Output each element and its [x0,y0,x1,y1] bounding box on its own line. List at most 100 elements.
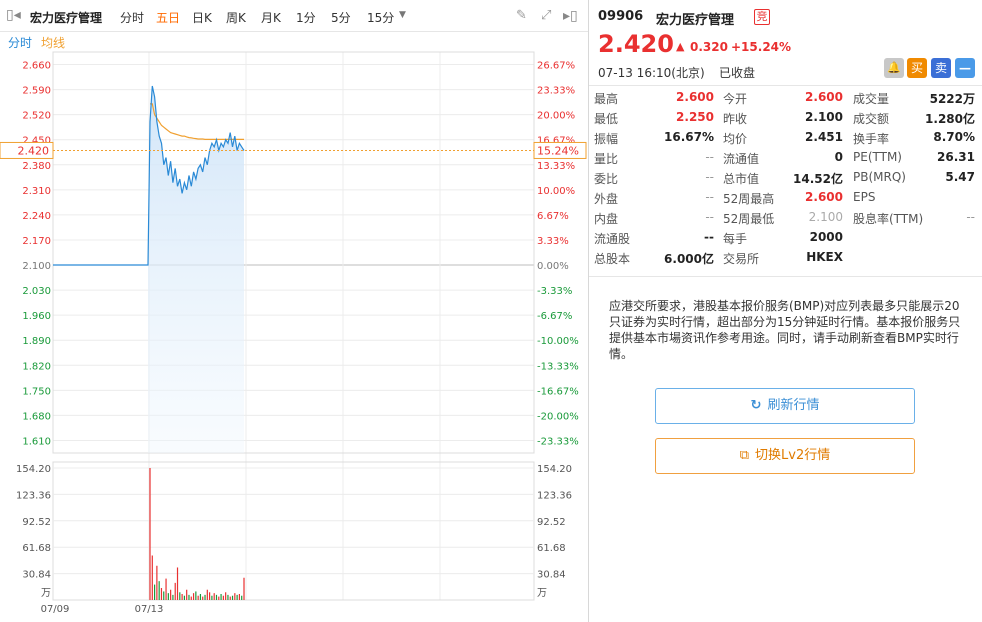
pct-tick-label: -16.67% [537,386,579,397]
stat-label: 总市值 [723,172,760,186]
price-tick-label: 2.450 [22,136,51,147]
price-tick-label: 2.240 [22,211,51,222]
stat-label: EPS [853,190,876,204]
tab-monthly-k[interactable]: 月K [261,11,281,25]
legend-average: 均线 [41,36,66,50]
bmp-notice: 应港交所要求，港股基本报价服务(BMP)对应列表最多只能展示20只证券为实时行情… [609,299,961,361]
stat-label: 昨收 [723,112,748,126]
quote-datetime: 07-13 16:10(北京) [598,66,705,80]
tab-five-day[interactable]: 五日 [156,11,181,25]
collapse-left-icon[interactable]: ▯◂ [6,7,21,23]
volume-tick-label: 61.68 [22,543,51,554]
stat-label: 52周最低 [723,212,775,226]
pct-tick-label: -20.00% [537,411,579,422]
refresh-label: 刷新行情 [767,398,820,413]
axis-labels: 2.660 26.67% 2.590 23.33% 2.520 20.00% 2.450 16… [0,61,587,615]
price-chart[interactable]: 2.660 26.67% 2.590 23.33% 2.520 20.00% 2.450 16… [0,0,588,622]
tab-weekly-k[interactable]: 周K [226,11,246,25]
date-label: 07/09 [41,604,70,615]
pct-tick-label: 26.67% [537,61,575,72]
stat-label: 外盘 [594,192,619,206]
price-tick-label: 2.590 [22,86,51,97]
price-tick-label: 2.100 [22,261,51,272]
market-status: 已收盘 [719,66,756,80]
pct-tick-label: 6.67% [537,211,569,222]
chevron-down-icon[interactable]: ▼ [399,10,406,20]
price-tick-label: 2.660 [22,61,51,72]
price-tick-label: 2.310 [22,186,51,197]
stat-value: 5.47 [945,170,975,184]
pct-tick-label: -6.67% [537,311,572,322]
tab-5min[interactable]: 5分 [331,11,351,25]
price-tick-label: 1.750 [22,386,51,397]
expand-icon[interactable]: ⤢ [541,8,552,23]
price-tick-label: 2.030 [22,286,51,297]
tab-daily-k[interactable]: 日K [192,11,212,25]
stat-value: 2.600 [805,90,843,104]
stock-name: 宏力医疗管理 [656,13,735,28]
current-pct-label: 15.24% [537,144,579,157]
pct-tick-label: 0.00% [537,261,569,272]
stat-value: 14.52亿 [793,172,843,186]
stat-value: 2.100 [805,110,843,124]
stat-value: 2.600 [676,90,714,104]
stat-label: 量比 [594,152,619,166]
volume-tick-label: 154.20 [537,464,572,475]
sell-button[interactable]: 卖 [931,58,951,78]
volume-tick-label: 30.84 [537,570,566,581]
tab-15min[interactable]: 15分 [367,11,395,25]
pct-tick-label: 13.33% [537,161,575,172]
chart-lines [53,85,534,266]
pct-tick-label: -23.33% [537,436,579,447]
buy-button[interactable]: 买 [907,58,927,78]
current-price-box [0,141,54,159]
current-pct-box [533,141,587,159]
volume-unit: 万 [41,588,51,599]
volume-frame [52,461,535,601]
bell-icon[interactable]: 🔔 [884,58,904,78]
price-tick-label: 1.960 [22,311,51,322]
stock-code: 09906 [598,9,644,24]
stat-label: 换手率 [853,132,890,146]
stat-value: 2.100 [808,210,843,224]
pct-tick-label: 23.33% [537,86,575,97]
stat-value: -- [966,210,975,224]
auction-badge: 竞 [754,9,770,25]
divider-line [589,85,982,86]
stat-value: 1.280亿 [925,112,975,126]
stat-label: 股息率(TTM) [853,212,924,226]
volume-bars [149,468,245,600]
stat-label: 交易所 [723,252,760,266]
stat-value: 26.31 [937,150,975,164]
volume-unit: 万 [537,588,547,599]
menu-button[interactable]: — [955,58,975,78]
stat-label: 52周最高 [723,192,775,206]
switch-lv2-button[interactable]: ⧉ 切换Lv2行情 [655,438,915,474]
collapse-right-icon[interactable]: ▸▯ [563,8,578,24]
stat-value: -- [704,230,714,244]
stat-value: 2.250 [676,110,714,124]
stat-value: 8.70% [933,130,975,144]
stat-label: PB(MRQ) [853,170,906,184]
chart-grid [52,51,535,601]
volume-tick-label: 92.52 [537,517,566,528]
stat-label: 最低 [594,112,619,126]
stat-value: 0 [834,150,843,164]
price-tick-label: 2.520 [22,111,51,122]
refresh-quote-button[interactable]: ↻ 刷新行情 [655,388,915,424]
stat-value: HKEX [806,250,843,264]
stat-label: 总股本 [594,252,631,266]
stat-label: 内盘 [594,212,619,226]
chart-toolbar: ▯◂ 宏力医疗管理 分时 五日 日K 周K 月K 1分 5分 15分 ▼ ✎ ⤢… [0,0,588,32]
divider-line [589,276,982,277]
stat-label: PE(TTM) [853,150,902,164]
current-price: 2.420 [598,30,674,58]
lv2-label: 切换Lv2行情 [755,448,831,463]
price-tick-label: 2.170 [22,236,51,247]
stat-label: 委比 [594,172,619,186]
pencil-icon[interactable]: ✎ [516,8,527,23]
price-tick-label: 1.890 [22,336,51,347]
stock-name-label: 宏力医疗管理 [30,11,103,25]
tab-1min[interactable]: 1分 [296,11,316,25]
tab-intraday[interactable]: 分时 [120,11,145,25]
